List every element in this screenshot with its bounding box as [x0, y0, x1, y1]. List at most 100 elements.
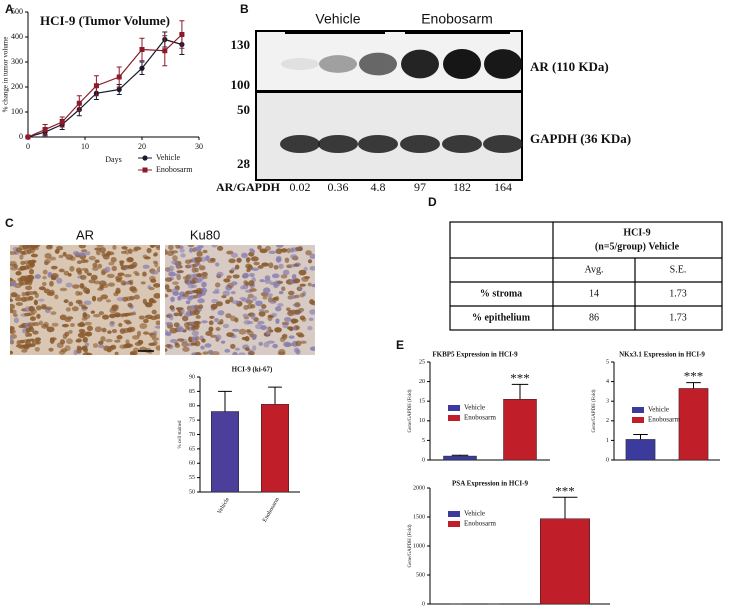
nucleus [38, 320, 43, 326]
nucleus [219, 319, 224, 324]
nucleus [10, 292, 18, 298]
nucleus [133, 294, 140, 300]
nucleus [298, 269, 307, 276]
nucleus [111, 328, 117, 334]
nucleus [136, 330, 142, 337]
gapdh-band [318, 135, 358, 153]
ratio-value: 97 [414, 180, 426, 194]
gapdh-band [400, 135, 440, 153]
nucleus [90, 274, 98, 281]
y-tick-label: 90 [189, 374, 195, 380]
nucleus [81, 249, 88, 253]
nucleus [215, 327, 221, 332]
nucleus [98, 340, 104, 345]
ar-band [401, 49, 439, 79]
nucleus [169, 327, 178, 334]
nucleus [92, 343, 99, 348]
nucleus [148, 297, 155, 304]
nucleus [63, 270, 70, 276]
ratio-value: 0.02 [290, 180, 311, 194]
nucleus [229, 296, 234, 303]
nucleus [277, 303, 284, 307]
nucleus [128, 312, 137, 316]
nucleus [194, 351, 201, 355]
nucleus [69, 265, 75, 272]
nucleus [215, 334, 222, 341]
nucleus [204, 343, 212, 348]
nucleus [139, 323, 148, 329]
nucleus [274, 296, 280, 302]
nucleus [29, 316, 37, 321]
legend-marker [142, 167, 148, 173]
nucleus [105, 299, 112, 303]
nucleus [244, 336, 250, 342]
ihc-label: Ku80 [190, 227, 220, 242]
nucleus [168, 271, 176, 277]
nucleus [65, 254, 74, 260]
ihc-nuclei [165, 245, 315, 355]
nucleus [75, 267, 82, 274]
mw-marker: 50 [237, 102, 250, 117]
nucleus [259, 248, 268, 254]
nucleus [29, 245, 36, 248]
nucleus [174, 343, 181, 348]
bar [261, 404, 289, 493]
nucleus [249, 288, 257, 292]
nucleus [170, 296, 175, 303]
nucleus [248, 350, 255, 355]
nucleus [225, 313, 232, 319]
nucleus [172, 281, 179, 285]
nucleus [252, 345, 257, 351]
nucleus [165, 284, 170, 290]
y-tick-label: 55 [189, 475, 195, 481]
nucleus [253, 261, 260, 266]
nucleus [251, 295, 258, 302]
ar-band [319, 55, 357, 73]
legend-label: Vehicle [464, 404, 485, 412]
nucleus [216, 271, 224, 277]
nucleus [231, 300, 240, 305]
nucleus [66, 316, 74, 320]
nucleus [284, 257, 290, 263]
nucleus [243, 280, 248, 285]
nucleus [104, 266, 111, 273]
nucleus [86, 325, 93, 331]
nucleus [232, 274, 240, 279]
nucleus [183, 322, 190, 328]
nucleus [299, 315, 306, 321]
nucleus [201, 338, 206, 343]
gapdh-band [358, 135, 398, 153]
nucleus [41, 281, 47, 287]
nucleus [173, 322, 180, 328]
nucleus [222, 323, 230, 329]
nucleus [83, 259, 89, 263]
nucleus [274, 327, 282, 333]
nucleus [85, 289, 90, 294]
nucleus [15, 270, 22, 276]
nucleus [196, 250, 203, 257]
nucleus [10, 308, 14, 313]
nucleus [79, 321, 85, 327]
nucleus [175, 264, 181, 270]
nucleus [124, 274, 132, 278]
nucleus [95, 249, 101, 256]
nucleus [177, 338, 185, 342]
nucleus [77, 252, 86, 256]
nucleus [275, 248, 283, 255]
marker [59, 119, 65, 125]
y-tick-label: 60 [189, 461, 195, 467]
x-tick-label: 20 [138, 142, 146, 151]
table-cell: % stroma [480, 288, 522, 299]
nucleus [126, 343, 134, 348]
ratio-value: 0.36 [328, 180, 349, 194]
nucleus [115, 275, 123, 281]
nucleus [59, 314, 67, 321]
nucleus [228, 258, 236, 264]
nucleus [275, 245, 284, 248]
nucleus [193, 304, 199, 310]
nucleus [125, 339, 130, 344]
nucleus [88, 279, 96, 284]
annotation: *** [555, 483, 575, 498]
nucleus [245, 347, 250, 351]
nucleus [176, 326, 185, 333]
